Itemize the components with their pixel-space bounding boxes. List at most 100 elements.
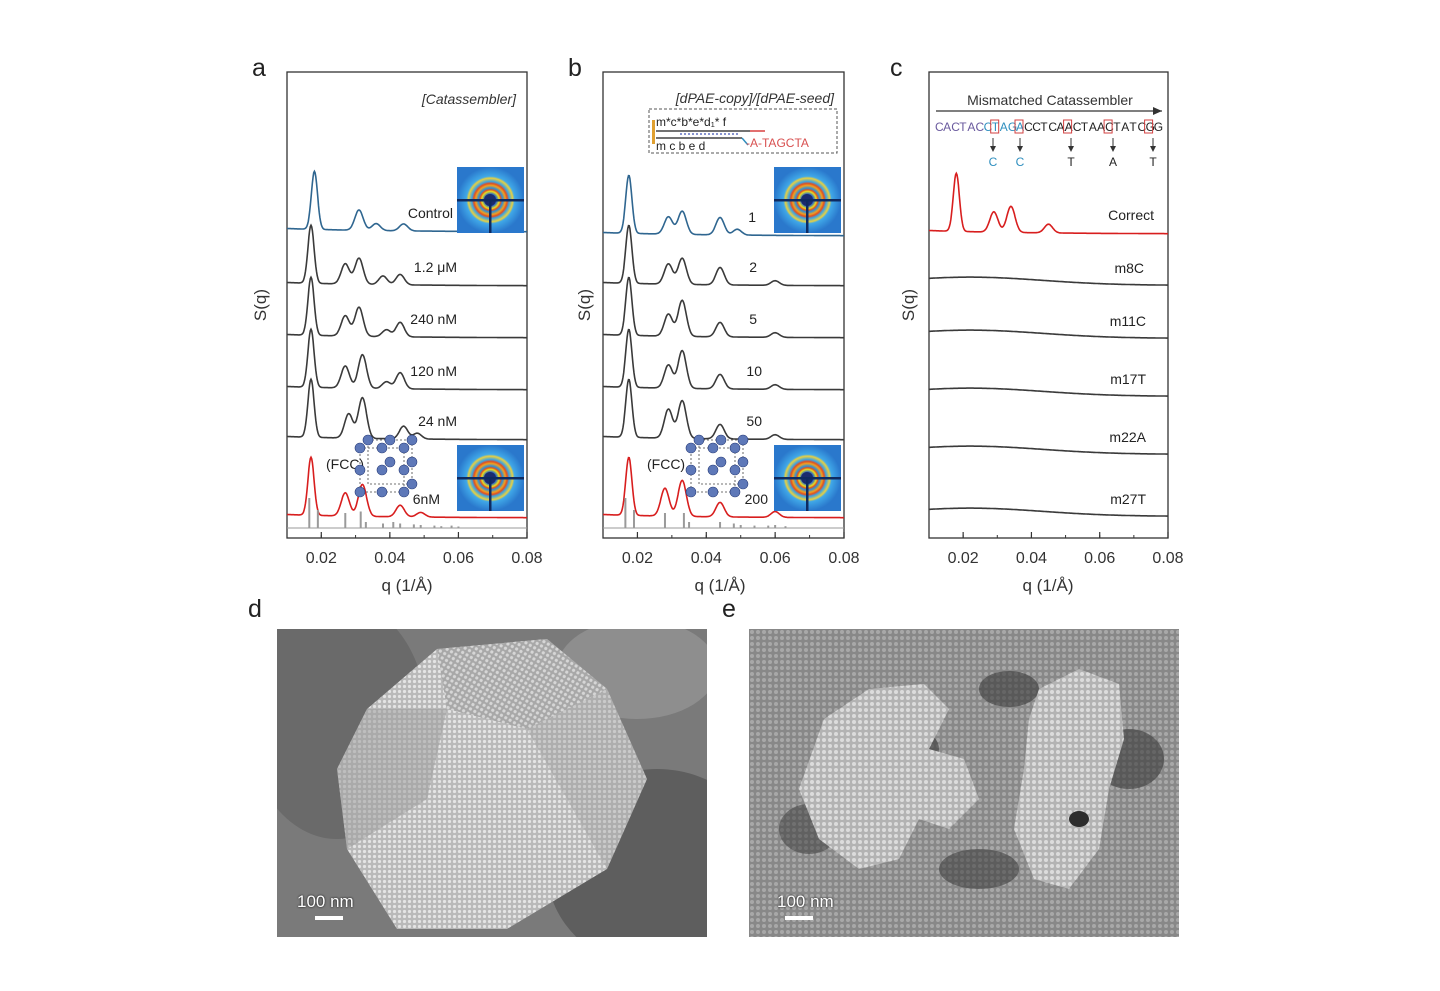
x-tick-label: 0.02 xyxy=(948,550,979,567)
sequence-base: A xyxy=(1121,120,1129,134)
lattice-atom xyxy=(729,486,741,498)
panel-a-xlabel: q (1/Å) xyxy=(381,576,432,595)
sequence-base: T xyxy=(1129,120,1137,134)
mismatch-box xyxy=(1014,119,1024,134)
panel-b-saxs-control xyxy=(774,167,841,233)
series-line-m11C xyxy=(929,329,1168,339)
x-tick-label: 0.04 xyxy=(691,550,722,567)
lattice-atom xyxy=(737,478,749,490)
lattice-atom xyxy=(398,486,410,498)
x-tick-label: 0.08 xyxy=(511,550,542,567)
series-label: 200 xyxy=(745,491,769,507)
sequence-base: C xyxy=(935,120,944,134)
lattice-atom xyxy=(737,456,749,468)
sequence-base: G xyxy=(1008,120,1017,134)
series-line-50 xyxy=(603,378,844,441)
lattice-atom xyxy=(737,434,749,446)
series-label: m17T xyxy=(1110,371,1146,387)
series-label: m22A xyxy=(1109,429,1146,445)
panel-c-chart: Mismatched Catassembler C A C T A C C T A GA C C T C A… xyxy=(899,71,1184,595)
lattice-atom xyxy=(406,478,418,490)
series-line-24-nM xyxy=(287,377,527,441)
panel-c-ylabel: S(q) xyxy=(899,289,918,321)
lattice-atom xyxy=(354,486,366,498)
panel-b-frame xyxy=(602,71,845,539)
lattice-atom xyxy=(715,434,727,446)
mutation-base: C xyxy=(989,155,998,169)
lattice-atom xyxy=(685,442,697,454)
sequence-base: A xyxy=(1016,120,1024,134)
panel-c-xlabel: q (1/Å) xyxy=(1022,576,1073,595)
x-tick-label: 0.06 xyxy=(443,550,474,567)
series-label: 120 nM xyxy=(410,363,457,379)
sequence-base: G xyxy=(1146,120,1155,134)
panel-a-saxs-control xyxy=(457,167,524,233)
sequence-base: C xyxy=(976,120,985,134)
lattice-atom xyxy=(398,442,410,454)
panel-d-scalebar xyxy=(315,916,343,920)
x-tick-label: 0.04 xyxy=(374,550,405,567)
panel-b-chart: [dPAE-copy]/[dPAE-seed] m*c*b*e*d₁* f m … xyxy=(575,71,860,595)
series-line-5 xyxy=(603,276,844,339)
lattice-atom xyxy=(707,486,719,498)
lattice-atom xyxy=(384,434,396,446)
mutation-base: C xyxy=(1016,155,1025,169)
series-label: 50 xyxy=(746,413,762,429)
x-tick-label: 0.08 xyxy=(1152,550,1183,567)
series-line-2 xyxy=(603,224,844,287)
mutation-base: A xyxy=(1109,155,1117,169)
panel-d-scalebar-label: 100 nm xyxy=(297,892,354,911)
sequence-base: T xyxy=(992,120,1000,134)
lattice-atom xyxy=(729,442,741,454)
panel-b-fcc-lattice xyxy=(685,434,749,498)
x-tick-label: 0.06 xyxy=(760,550,791,567)
x-tick-label: 0.02 xyxy=(306,550,337,567)
series-label: 240 nM xyxy=(410,311,457,327)
lattice-atom xyxy=(406,456,418,468)
series-line-m22A xyxy=(929,445,1168,455)
series-line-120-nM xyxy=(287,327,527,391)
series-label: Control xyxy=(408,205,453,221)
panel-e-scalebar xyxy=(785,916,813,920)
series-line-10 xyxy=(603,328,844,391)
sequence-base: C xyxy=(1105,120,1114,134)
panel-b-fcc-label: (FCC) xyxy=(647,456,685,472)
sequence-base: T xyxy=(1113,120,1121,134)
lattice-atom xyxy=(376,464,388,476)
panel-b-xlabel: q (1/Å) xyxy=(694,576,745,595)
x-tick-label: 0.04 xyxy=(1016,550,1047,567)
x-tick-label: 0.02 xyxy=(622,550,653,567)
panel-b-header: [dPAE-copy]/[dPAE-seed] xyxy=(675,90,835,106)
panel-e-label: e xyxy=(722,595,736,623)
sequence-base: T xyxy=(1081,120,1089,134)
sequence-base: G xyxy=(1154,120,1163,134)
series-label: 5 xyxy=(749,311,757,327)
series-label: 24 nM xyxy=(418,413,457,429)
panel-b-strand-top: m*c*b*e*d₁* f xyxy=(656,115,727,129)
series-label: m8C xyxy=(1114,260,1144,276)
panel-a-fcc-label: (FCC) xyxy=(326,456,364,472)
series-label: 1 xyxy=(748,209,756,225)
series-line-m17T xyxy=(929,387,1168,397)
x-tick-label: 0.08 xyxy=(828,550,859,567)
sequence-base: A xyxy=(1065,120,1073,134)
sequence-base: C xyxy=(1138,120,1147,134)
series-label: Correct xyxy=(1108,207,1154,223)
sequence-base: C xyxy=(984,120,993,134)
series-label: 6nM xyxy=(413,491,440,507)
panel-b-strand-tail: -A-TAGCTA xyxy=(746,136,809,150)
panel-c-sequence: C A C T A C C T A GA C C T C A A C T A A C T A T C GG xyxy=(935,119,1163,134)
sequence-base: A xyxy=(943,120,951,134)
lattice-atom xyxy=(354,464,366,476)
lattice-atom xyxy=(729,464,741,476)
panel-a-frame xyxy=(286,71,528,539)
lattice-atom xyxy=(685,486,697,498)
panel-b-label: b xyxy=(568,54,582,82)
lattice-atom xyxy=(384,456,396,468)
panel-b-saxs-fcc xyxy=(774,445,841,511)
series-line-m8C xyxy=(929,276,1168,286)
panel-a-fcc-lattice xyxy=(354,434,418,498)
series-line-m27T xyxy=(929,507,1168,517)
